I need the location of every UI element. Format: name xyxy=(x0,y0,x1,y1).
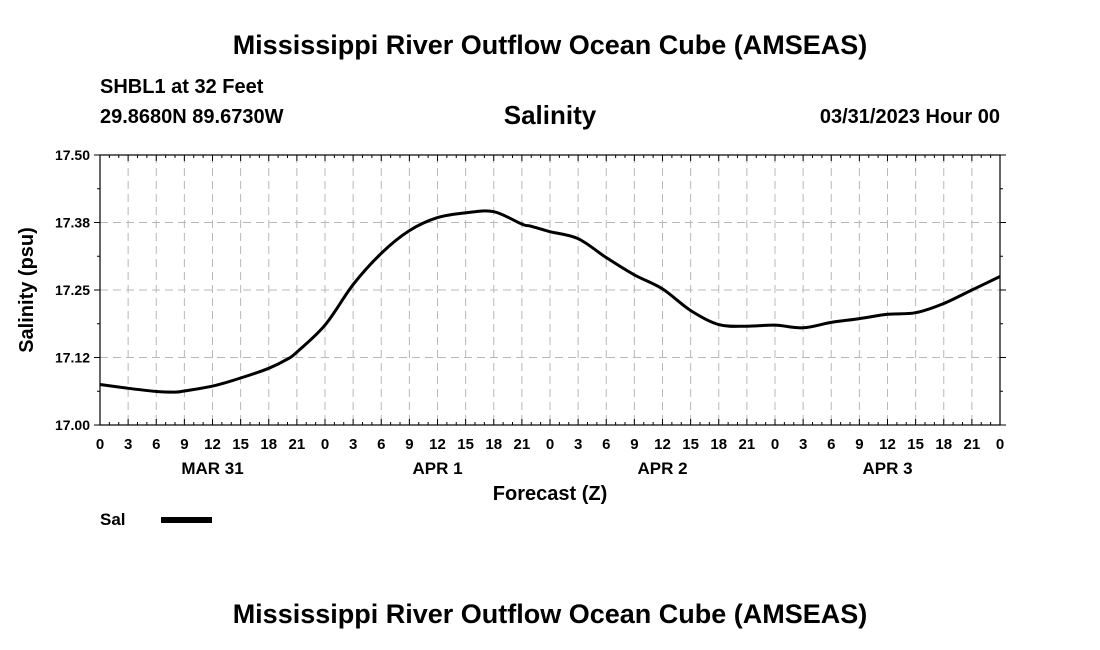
x-tick-label: 0 xyxy=(996,436,1004,453)
plot-frame xyxy=(99,154,1001,426)
date-label: APR 2 xyxy=(637,459,687,478)
x-tick-label: 12 xyxy=(204,436,221,453)
x-tick-label: 6 xyxy=(827,436,835,453)
x-tick-label: 15 xyxy=(232,436,249,453)
x-tick-label: 15 xyxy=(457,436,474,453)
y-tick-labels: 17.00 17.12 17.25 17.38 17.50 xyxy=(55,147,90,433)
x-tick-label: 6 xyxy=(152,436,160,453)
x-tick-label: 15 xyxy=(907,436,924,453)
y-tick-label: 17.25 xyxy=(55,282,90,298)
x-tick-label: 0 xyxy=(546,436,554,453)
forecast-timestamp: 03/31/2023 Hour 00 xyxy=(819,106,1000,128)
x-tick-label: 3 xyxy=(574,436,582,453)
y-tick-label: 17.00 xyxy=(55,417,90,433)
x-tick-label: 18 xyxy=(710,436,727,453)
x-tick-label: 3 xyxy=(124,436,132,453)
x-tick-label: 3 xyxy=(799,436,807,453)
x-tick-label: 0 xyxy=(771,436,779,453)
y-axis-label: Salinity (psu) xyxy=(16,227,38,353)
x-tick-label: 12 xyxy=(879,436,896,453)
date-label: APR 1 xyxy=(412,459,462,478)
x-tick-labels: 0 3 6 9 12 15 18 21 0 3 6 9 12 15 18 21 0 3 6 9 12 15 18 21 0 3 6 9… xyxy=(96,436,1004,453)
station-coordinates: 29.8680N 89.6730W xyxy=(100,106,284,128)
x-tick-label: 6 xyxy=(602,436,610,453)
x-tick-label: 18 xyxy=(260,436,277,453)
x-tick-label: 15 xyxy=(682,436,699,453)
x-tick-label: 9 xyxy=(855,436,863,453)
x-tick-label: 0 xyxy=(321,436,329,453)
x-tick-label: 21 xyxy=(289,436,306,453)
x-tick-label: 6 xyxy=(377,436,385,453)
salinity-series-line xyxy=(99,209,1001,394)
chart-title: Mississippi River Outflow Ocean Cube (AM… xyxy=(232,30,868,60)
x-axis-label: Forecast (Z) xyxy=(493,483,607,505)
x-tick-label: 9 xyxy=(630,436,638,453)
y-tick-label: 17.50 xyxy=(55,147,90,163)
x-tick-label: 18 xyxy=(935,436,952,453)
x-tick-label: 21 xyxy=(514,436,531,453)
x-tick-label: 9 xyxy=(180,436,188,453)
legend-label: Sal xyxy=(100,510,126,529)
y-tick-label: 17.12 xyxy=(55,350,90,366)
date-labels: MAR 31 APR 1 APR 2 APR 3 xyxy=(181,459,912,478)
grid-lines xyxy=(100,155,1000,425)
date-label: APR 3 xyxy=(862,459,912,478)
x-tick-label: 12 xyxy=(429,436,446,453)
x-tick-label: 0 xyxy=(96,436,104,453)
y-tick-label: 17.38 xyxy=(55,215,90,231)
x-tick-label: 18 xyxy=(485,436,502,453)
x-tick-label: 21 xyxy=(964,436,981,453)
date-label: MAR 31 xyxy=(181,459,243,478)
station-label: SHBL1 at 32 Feet xyxy=(100,76,264,98)
variable-title: Salinity xyxy=(503,100,597,130)
x-tick-label: 12 xyxy=(654,436,671,453)
repeated-chart-title: Mississippi River Outflow Ocean Cube (AM… xyxy=(232,599,868,629)
x-tick-label: 21 xyxy=(739,436,756,453)
x-tick-label: 9 xyxy=(405,436,413,453)
x-tick-label: 3 xyxy=(349,436,357,453)
